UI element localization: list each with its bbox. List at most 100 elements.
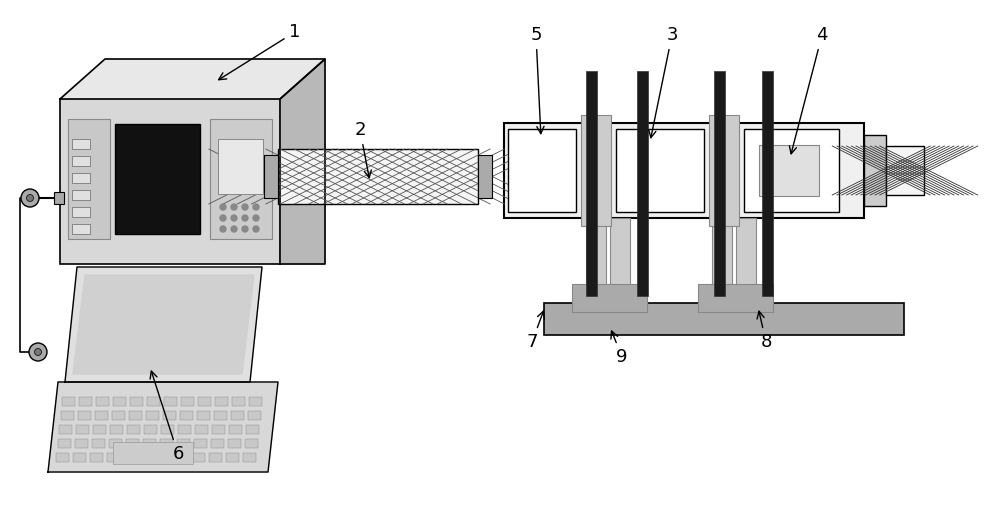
Bar	[864, 135, 886, 206]
Bar	[73, 453, 86, 462]
Text: 8: 8	[757, 311, 772, 351]
Bar	[709, 115, 739, 226]
Text: 5: 5	[530, 26, 544, 134]
Circle shape	[220, 215, 226, 221]
Bar	[759, 145, 819, 196]
Circle shape	[253, 226, 259, 232]
Bar	[128, 411, 142, 420]
Bar	[108, 439, 122, 448]
Polygon shape	[280, 59, 325, 264]
Bar	[78, 411, 90, 420]
Circle shape	[21, 189, 39, 207]
Circle shape	[242, 215, 248, 221]
Bar	[74, 439, 88, 448]
Bar	[72, 156, 90, 166]
Bar	[113, 397, 126, 406]
Bar	[762, 71, 773, 296]
Bar	[586, 71, 597, 296]
Circle shape	[253, 215, 259, 221]
Bar	[62, 397, 75, 406]
Bar	[218, 139, 263, 194]
Bar	[59, 425, 72, 434]
Bar	[160, 439, 173, 448]
Bar	[226, 453, 239, 462]
Bar	[209, 453, 222, 462]
Polygon shape	[73, 275, 254, 374]
Bar	[246, 425, 259, 434]
Bar	[195, 425, 208, 434]
Circle shape	[26, 195, 34, 201]
Bar	[72, 190, 90, 200]
Bar	[230, 411, 244, 420]
Bar	[198, 397, 211, 406]
Bar	[110, 425, 123, 434]
Bar	[232, 397, 245, 406]
Bar	[115, 124, 200, 234]
Bar	[698, 284, 773, 312]
Bar	[107, 453, 120, 462]
Text: 9: 9	[611, 331, 628, 366]
Bar	[158, 453, 171, 462]
Text: 6: 6	[150, 371, 184, 463]
Bar	[248, 411, 260, 420]
Bar	[508, 129, 576, 212]
Bar	[79, 397, 92, 406]
Bar	[712, 218, 732, 295]
Text: 3: 3	[649, 26, 678, 138]
Bar	[544, 303, 904, 335]
Bar	[60, 99, 280, 264]
Polygon shape	[48, 382, 278, 472]
Bar	[92, 439, 104, 448]
Circle shape	[253, 204, 259, 210]
Bar	[113, 442, 193, 464]
Bar	[72, 207, 90, 217]
Text: 1: 1	[219, 23, 301, 80]
Bar	[178, 425, 191, 434]
Bar	[244, 439, 258, 448]
Bar	[72, 224, 90, 234]
Bar	[637, 71, 648, 296]
Bar	[54, 192, 64, 204]
Bar	[72, 139, 90, 149]
Bar	[215, 397, 228, 406]
Text: 4: 4	[789, 26, 828, 154]
Bar	[94, 411, 108, 420]
Bar	[210, 439, 224, 448]
Text: 7: 7	[526, 311, 544, 351]
Bar	[146, 411, 158, 420]
Circle shape	[242, 226, 248, 232]
Bar	[210, 119, 272, 239]
Bar	[243, 453, 256, 462]
Bar	[147, 397, 160, 406]
Circle shape	[231, 204, 237, 210]
Bar	[229, 425, 242, 434]
Circle shape	[231, 215, 237, 221]
Circle shape	[34, 349, 42, 355]
Bar	[126, 439, 138, 448]
Bar	[60, 411, 74, 420]
Bar	[478, 155, 492, 198]
Bar	[192, 453, 205, 462]
Bar	[214, 411, 226, 420]
Circle shape	[231, 226, 237, 232]
Text: 2: 2	[354, 121, 371, 178]
Bar	[581, 115, 611, 226]
Bar	[124, 453, 137, 462]
Bar	[212, 425, 225, 434]
Bar	[90, 453, 103, 462]
Bar	[68, 119, 110, 239]
Circle shape	[220, 204, 226, 210]
Circle shape	[29, 343, 47, 361]
Polygon shape	[60, 59, 325, 99]
Bar	[161, 425, 174, 434]
Bar	[886, 146, 924, 195]
Bar	[180, 411, 192, 420]
Bar	[228, 439, 240, 448]
Bar	[196, 411, 210, 420]
Bar	[610, 218, 630, 295]
Bar	[164, 397, 177, 406]
Bar	[93, 425, 106, 434]
Bar	[72, 173, 90, 183]
Bar	[58, 439, 70, 448]
Bar	[175, 453, 188, 462]
